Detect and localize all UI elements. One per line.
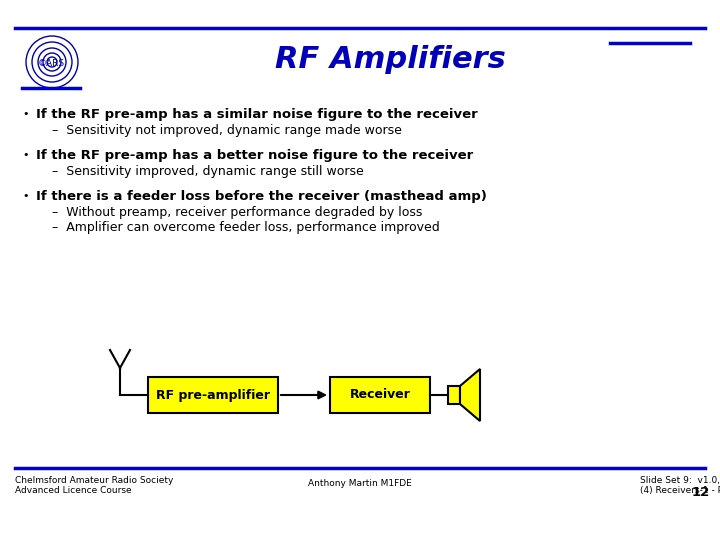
- Bar: [330, 377, 430, 413]
- Text: If the RF pre-amp has a better noise figure to the receiver: If the RF pre-amp has a better noise fig…: [36, 149, 473, 162]
- Text: (4) Receivers-1 - Parameters: (4) Receivers-1 - Parameters: [640, 486, 720, 495]
- Text: Advanced Licence Course: Advanced Licence Course: [15, 486, 132, 495]
- Text: –  Sensitivity not improved, dynamic range made worse: – Sensitivity not improved, dynamic rang…: [52, 124, 402, 137]
- Text: Receiver: Receiver: [350, 388, 410, 402]
- Text: Chelmsford Amateur Radio Society: Chelmsford Amateur Radio Society: [15, 476, 174, 485]
- Text: RF pre-amplifier: RF pre-amplifier: [156, 388, 270, 402]
- Text: •: •: [22, 191, 29, 201]
- Text: ©ARS: ©ARS: [37, 59, 65, 69]
- Bar: [148, 377, 278, 413]
- Polygon shape: [460, 369, 480, 421]
- Text: •: •: [22, 109, 29, 119]
- Text: Anthony Martin M1FDE: Anthony Martin M1FDE: [308, 479, 412, 488]
- Text: •: •: [22, 150, 29, 160]
- Bar: [448, 386, 460, 404]
- Text: 12: 12: [692, 486, 710, 499]
- Text: –  Amplifier can overcome feeder loss, performance improved: – Amplifier can overcome feeder loss, pe…: [52, 221, 440, 234]
- Text: If the RF pre-amp has a similar noise figure to the receiver: If the RF pre-amp has a similar noise fi…: [36, 108, 478, 121]
- Text: –  Sensitivity improved, dynamic range still worse: – Sensitivity improved, dynamic range st…: [52, 165, 364, 178]
- Text: –  Without preamp, receiver performance degraded by loss: – Without preamp, receiver performance d…: [52, 206, 423, 219]
- Text: If there is a feeder loss before the receiver (masthead amp): If there is a feeder loss before the rec…: [36, 190, 487, 203]
- Text: RF Amplifiers: RF Amplifiers: [274, 45, 505, 75]
- Text: Slide Set 9:  v1.0,  24-Aug-2004: Slide Set 9: v1.0, 24-Aug-2004: [640, 476, 720, 485]
